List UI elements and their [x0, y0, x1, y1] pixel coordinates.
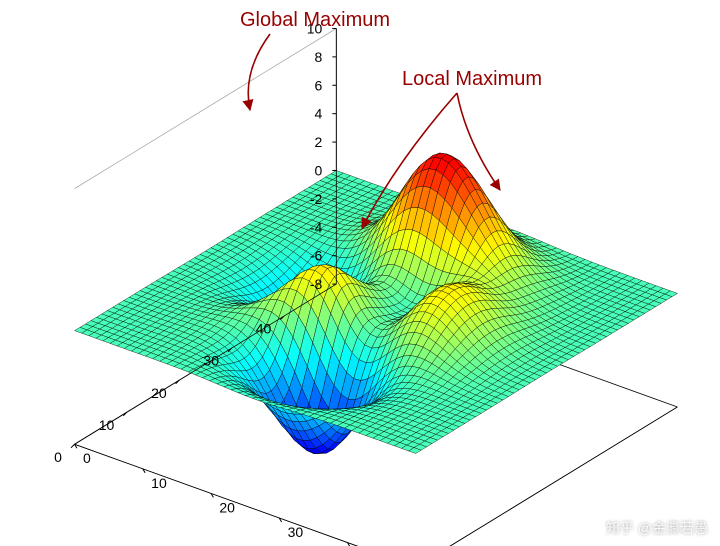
axis-tick: 6 — [315, 77, 323, 93]
local-max-label: Local Maximum — [402, 68, 542, 90]
axis-tick: -6 — [310, 248, 323, 264]
global-max-label: Global Maximum — [240, 9, 390, 31]
axis-tick: 10 — [99, 417, 115, 433]
surface-mesh — [75, 153, 678, 454]
axis-tick: -4 — [310, 219, 323, 235]
axis-tick: 2 — [315, 134, 323, 150]
axis-tick: 10 — [151, 475, 167, 491]
axis-tick: 4 — [315, 106, 323, 122]
watermark-text: 知乎 @金瀛若愚 — [606, 518, 708, 538]
axis-tick: -2 — [310, 191, 323, 207]
axis-tick: 20 — [219, 499, 235, 515]
axis-tick: 0 — [54, 449, 62, 465]
axis-tick: 30 — [203, 353, 219, 369]
axis-tick: -8 — [310, 276, 323, 292]
axis-tick: 40 — [256, 321, 272, 337]
axis-tick: 8 — [315, 49, 323, 65]
axis-tick: 20 — [151, 385, 167, 401]
axis-tick: 0 — [315, 162, 323, 178]
axis-tick: 0 — [83, 450, 91, 466]
axis-tick: 30 — [288, 524, 304, 540]
annotation-arrow — [248, 34, 270, 110]
